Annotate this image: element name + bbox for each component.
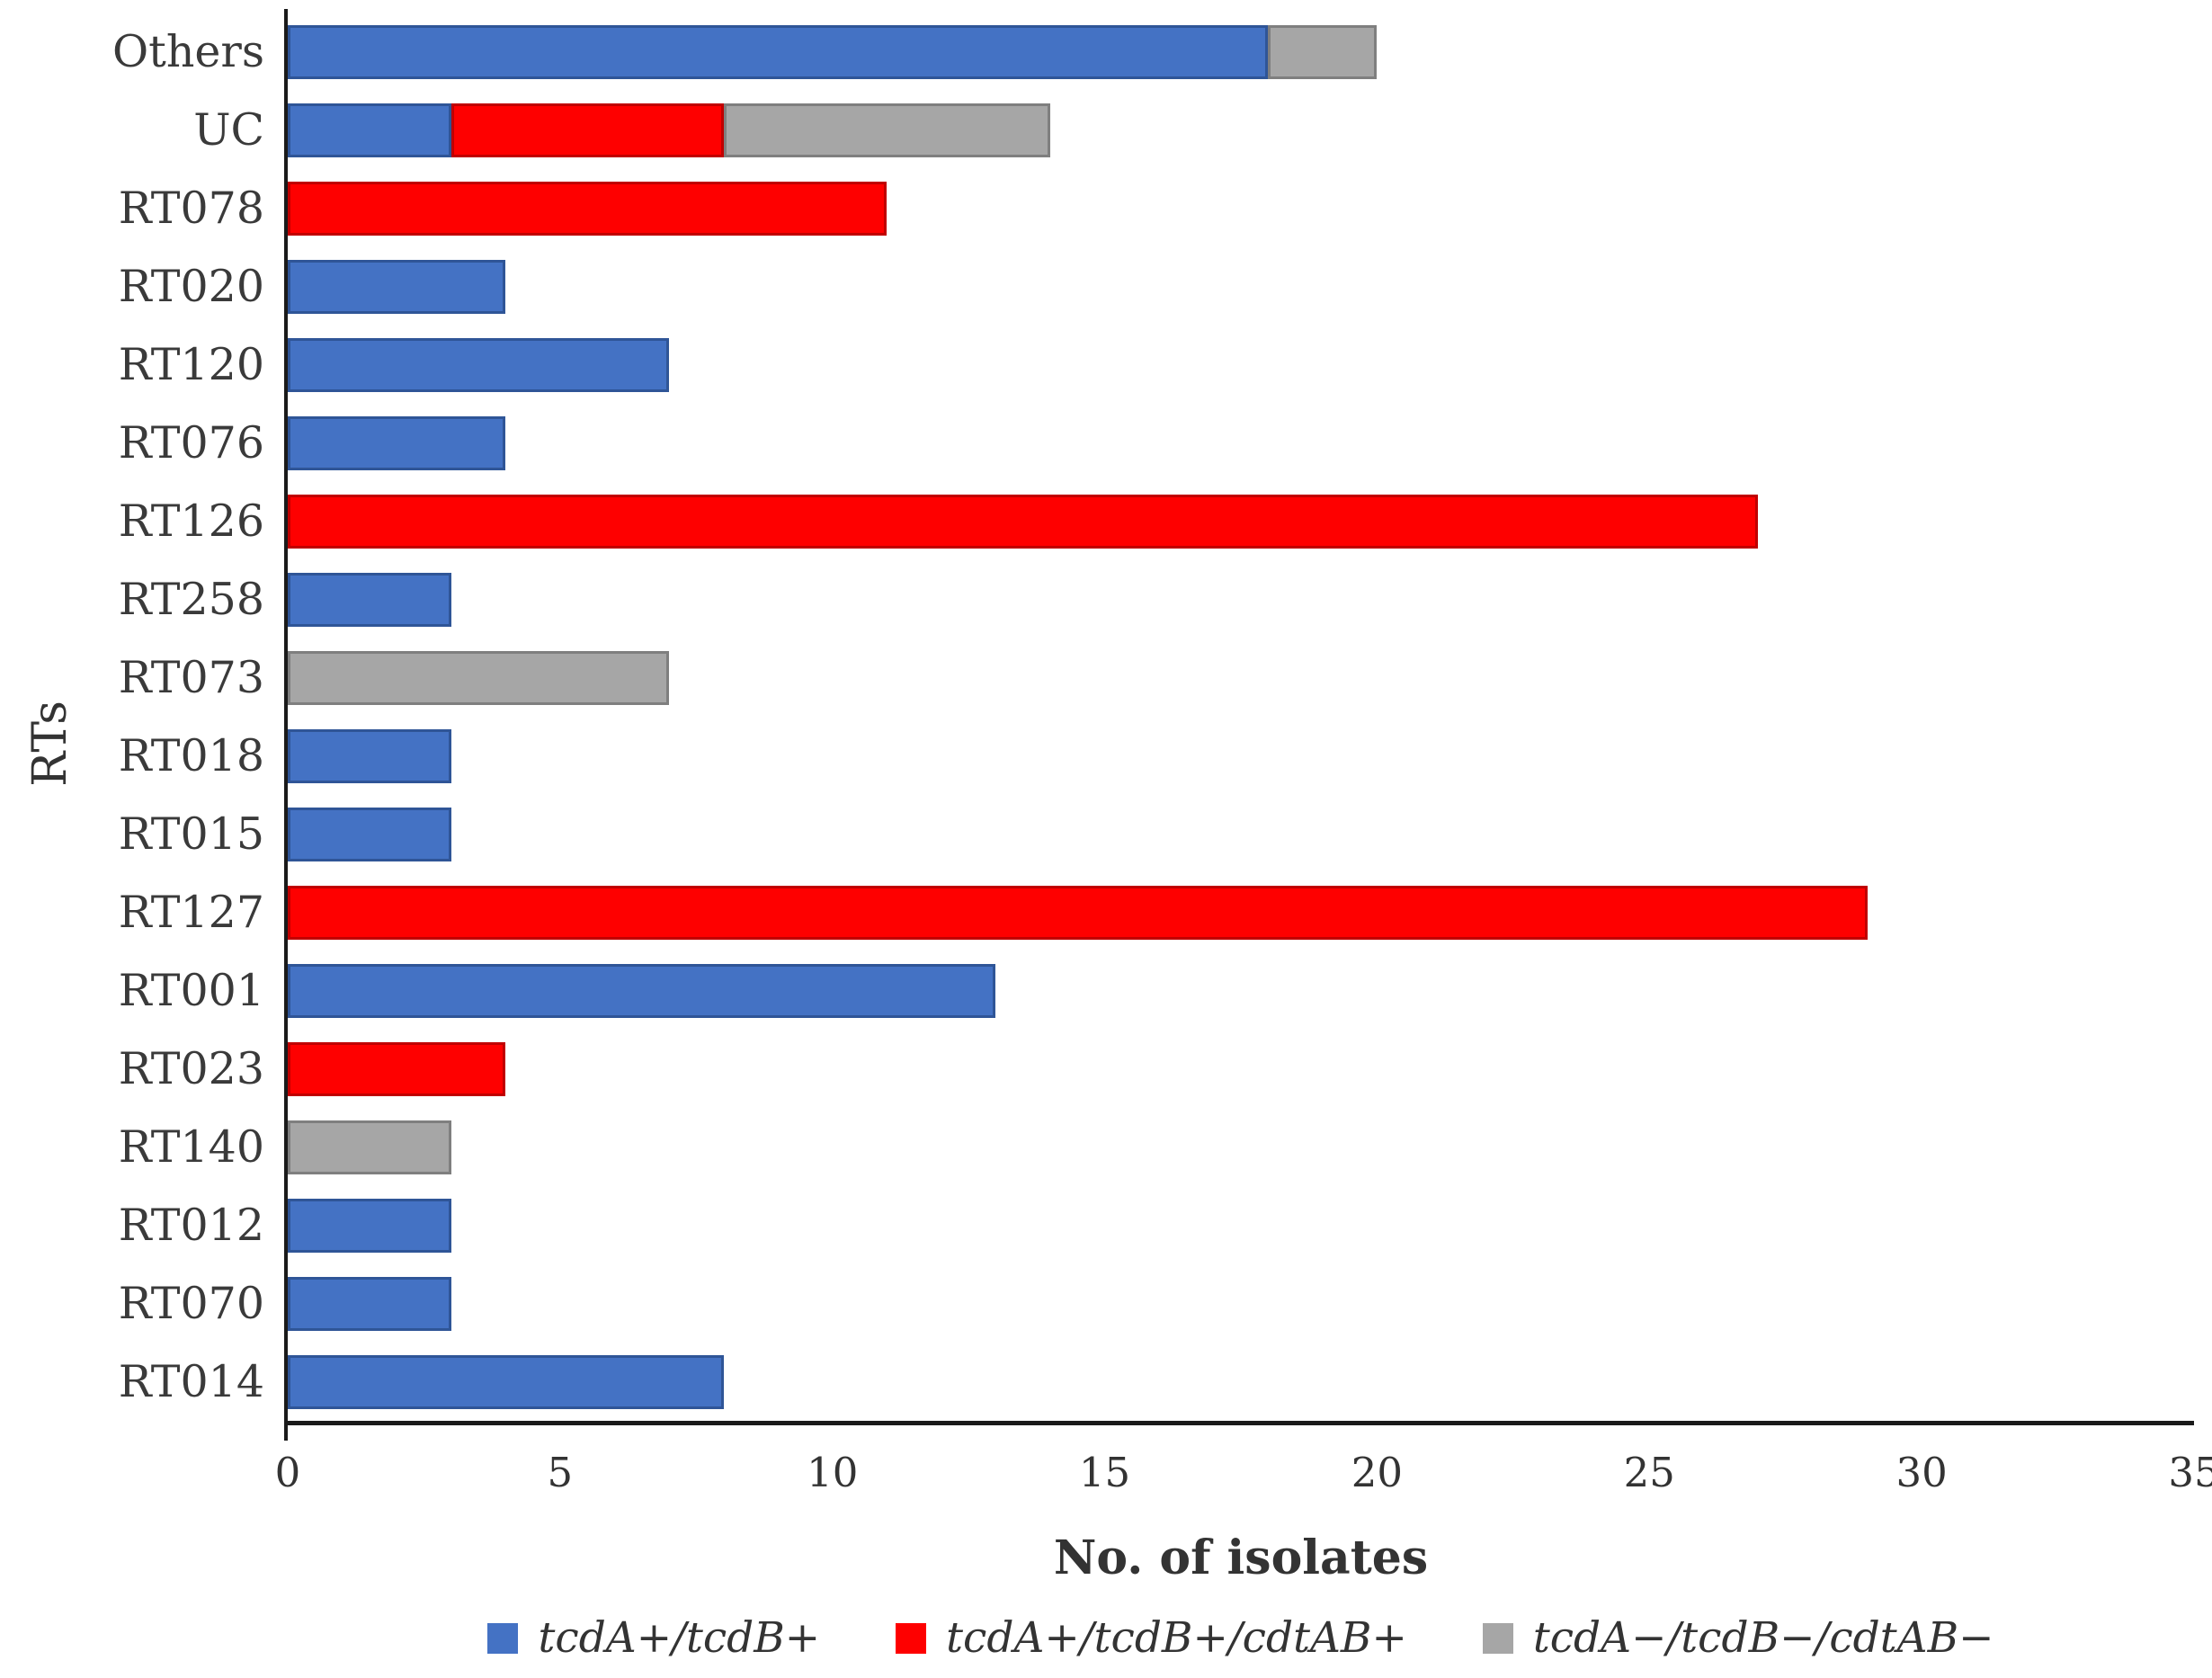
bar-segment (288, 572, 451, 627)
category-row: RT015 (0, 795, 2194, 873)
category-label: RT258 (118, 574, 264, 625)
tick-label: 30 (1895, 1449, 1948, 1496)
category-row: RT258 (0, 560, 2194, 638)
legend-item: tcdA−/tcdB−/cdtAB− (1482, 1613, 1994, 1663)
tick-label: 20 (1351, 1449, 1404, 1496)
category-row: Others (0, 13, 2194, 91)
bar-segment (288, 1120, 451, 1174)
bar-segment (288, 650, 669, 705)
category-row: UC (0, 91, 2194, 169)
category-row: RT012 (0, 1186, 2194, 1264)
bar-segment (288, 494, 1759, 549)
category-row: RT018 (0, 717, 2194, 795)
category-label: RT078 (118, 183, 264, 234)
legend-swatch (1482, 1622, 1513, 1654)
tick-label: 0 (274, 1449, 301, 1496)
bar-segment (288, 1354, 724, 1409)
category-row: RT120 (0, 326, 2194, 404)
bar-track (288, 885, 2194, 940)
category-label: RT001 (118, 965, 264, 1016)
category-row: RT127 (0, 873, 2194, 951)
category-row: RT076 (0, 404, 2194, 482)
bar-track (288, 1041, 2194, 1096)
x-tick-labels: 0 5 10 15 20 25 30 35 (275, 1449, 2212, 1506)
x-axis-line (284, 1421, 2194, 1425)
bar-track (288, 181, 2194, 236)
category-row: RT078 (0, 169, 2194, 247)
category-label: RT012 (118, 1200, 264, 1251)
bar-segment (450, 103, 724, 157)
tick-label: 5 (547, 1449, 574, 1496)
bar-track (288, 1198, 2194, 1253)
legend: tcdA+/tcdB+ tcdA+/tcdB+/cdtAB+ tcdA−/tcdB−… (288, 1617, 2194, 1659)
category-row: RT020 (0, 247, 2194, 326)
bar-track (288, 650, 2194, 705)
bar-track (288, 337, 2194, 392)
legend-label: tcdA−/tcdB−/cdtAB− (1532, 1613, 1994, 1663)
bar-track (288, 24, 2194, 79)
legend-swatch (896, 1622, 927, 1654)
category-label: RT018 (118, 730, 264, 781)
bar-segment (1268, 24, 1378, 79)
category-label: RT020 (118, 261, 264, 312)
bar-track (288, 807, 2194, 861)
bar-segment (288, 1041, 506, 1096)
category-label: RT120 (118, 339, 264, 390)
legend-item: tcdA+/tcdB+ (487, 1617, 820, 1659)
category-label: RT015 (118, 808, 264, 860)
bar-segment (288, 259, 506, 314)
tick-label: 25 (1623, 1449, 1675, 1496)
bar-track (288, 1276, 2194, 1331)
bar-segment (288, 24, 1269, 79)
y-axis-line (284, 9, 288, 1441)
category-label: RT070 (118, 1278, 264, 1329)
category-label: UC (193, 104, 264, 156)
legend-label: tcdA+/tcdB+ (538, 1613, 821, 1663)
bar-segment (288, 1198, 451, 1253)
category-row: RT140 (0, 1108, 2194, 1186)
bar-segment (288, 181, 887, 236)
tick-label: 35 (2168, 1449, 2212, 1496)
x-axis-title: No. of isolates (1053, 1531, 1429, 1585)
category-row: RT023 (0, 1030, 2194, 1108)
legend-item: tcdA+/tcdB+/cdtAB+ (896, 1617, 1407, 1659)
category-label: RT073 (118, 652, 264, 703)
tick-label: 10 (807, 1449, 859, 1496)
bar-track (288, 572, 2194, 627)
category-label: RT076 (118, 417, 264, 469)
bar-track (288, 963, 2194, 1018)
bar-segment (288, 963, 996, 1018)
bar-track (288, 1354, 2194, 1409)
bar-track (288, 494, 2194, 549)
legend-label: tcdA+/tcdB+/cdtAB+ (946, 1613, 1407, 1663)
category-label: RT126 (118, 495, 264, 547)
category-row: RT073 (0, 638, 2194, 717)
category-label: RT023 (118, 1043, 264, 1094)
category-row: RT126 (0, 482, 2194, 560)
bar-segment (288, 103, 451, 157)
category-row: RT014 (0, 1343, 2194, 1421)
bar-segment (288, 885, 1868, 940)
tick-label: 15 (1078, 1449, 1131, 1496)
bar-track (288, 1120, 2194, 1174)
category-label: Others (112, 26, 264, 77)
bar-track (288, 415, 2194, 470)
bar-segment (288, 337, 669, 392)
bar-segment (288, 807, 451, 861)
bar-track (288, 259, 2194, 314)
bar-track (288, 728, 2194, 783)
bar-segment (288, 415, 506, 470)
category-row: RT001 (0, 951, 2194, 1030)
category-label: RT014 (118, 1356, 264, 1407)
category-label: RT127 (118, 887, 264, 938)
category-row: RT070 (0, 1264, 2194, 1343)
bar-track (288, 103, 2194, 157)
bar-segment (288, 1276, 451, 1331)
bar-segment (723, 103, 1050, 157)
legend-swatch (487, 1622, 519, 1654)
plot-rows: Others UC RT078 RT020 RT120 RT076 RT126 RT258 RT… (0, 13, 2194, 1421)
category-label: RT140 (118, 1121, 264, 1173)
bar-segment (288, 728, 451, 783)
